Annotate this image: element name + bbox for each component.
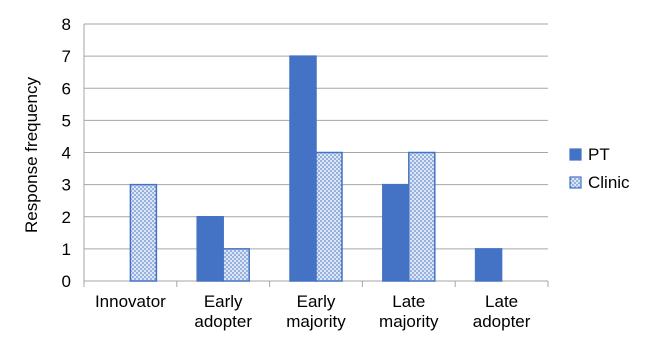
- y-tick-label: 4: [62, 144, 71, 163]
- y-tick-label: 5: [62, 111, 71, 130]
- bar-clinic-0: [129, 183, 158, 282]
- y-tick-label: 1: [62, 240, 71, 259]
- legend-swatch-pt: [569, 148, 582, 161]
- legend-label-clinic: Clinic: [588, 173, 630, 192]
- bar-clinic-2: [315, 151, 343, 282]
- y-tick-label: 8: [62, 15, 71, 34]
- y-axis-ticks: 0 1 2 3 4 5 6 7 8: [62, 15, 71, 291]
- y-axis-title: Response frequency: [22, 77, 41, 233]
- y-tick-label: 2: [62, 208, 71, 227]
- x-axis-labels: Innovator Early adopter Early majority Late ma…: [95, 292, 531, 331]
- legend-swatch-clinic: [569, 176, 582, 189]
- y-tick-label: 0: [62, 272, 71, 291]
- x-category-label: Late majority: [379, 292, 439, 331]
- legend: PT Clinic: [569, 145, 630, 192]
- bar-pt-1: [196, 216, 224, 282]
- x-category-label: Early adopter: [194, 292, 252, 331]
- bar-clinic-1: [222, 248, 250, 282]
- y-tick-label: 3: [62, 176, 71, 195]
- bar-pt-4: [474, 248, 503, 282]
- bar-pt-2: [289, 55, 317, 282]
- legend-label-pt: PT: [588, 145, 610, 164]
- y-tick-label: 6: [62, 79, 71, 98]
- x-category-label: Innovator: [95, 292, 166, 311]
- bars: [129, 55, 503, 282]
- x-category-label: Late adopter: [473, 292, 531, 331]
- bar-pt-3: [382, 183, 410, 282]
- x-category-label: Early majority: [286, 292, 346, 331]
- y-tick-label: 7: [62, 47, 71, 66]
- bar-clinic-3: [408, 151, 436, 282]
